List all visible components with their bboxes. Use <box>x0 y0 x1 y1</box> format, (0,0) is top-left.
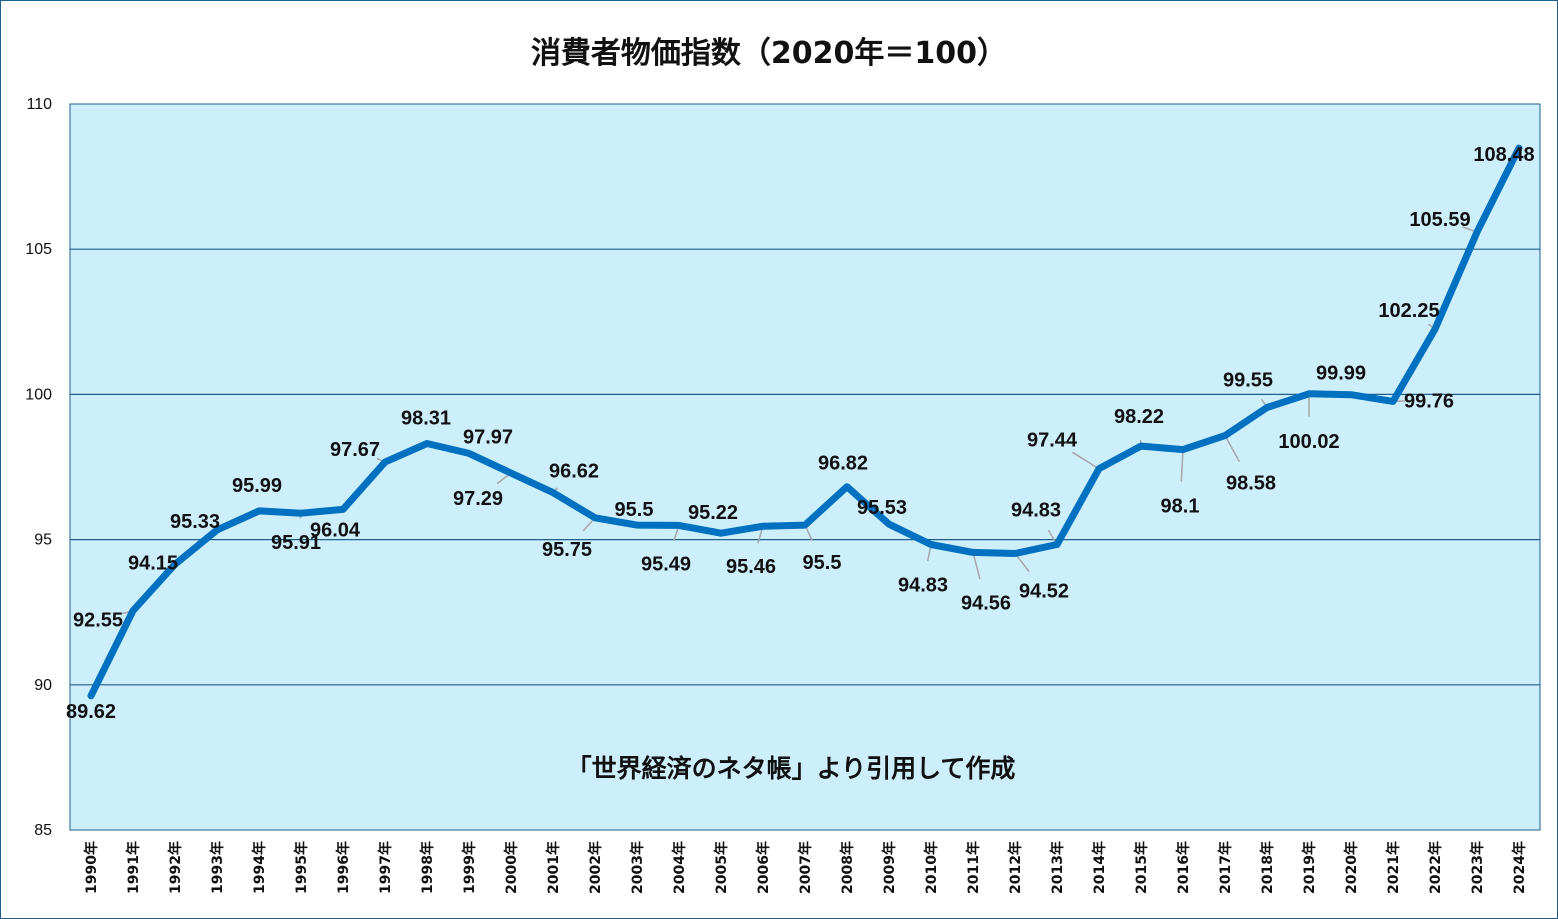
y-axis: 85 90 95 100 105 110 <box>25 96 52 839</box>
y-tick-label: 85 <box>34 822 52 839</box>
data-label: 98.22 <box>1114 406 1164 428</box>
x-tick-label: 1990年 <box>83 841 100 894</box>
y-tick-label: 100 <box>25 386 52 403</box>
x-tick-label: 1993年 <box>209 841 226 894</box>
x-tick-label: 2010年 <box>923 841 940 894</box>
data-label: 94.56 <box>961 592 1011 614</box>
leader-line <box>1072 451 1100 470</box>
data-label: 95.49 <box>641 553 691 575</box>
x-tick-label: 2008年 <box>839 841 856 894</box>
data-label: 95.5 <box>615 499 654 521</box>
y-tick-label: 105 <box>25 241 52 258</box>
x-tick-label: 2009年 <box>881 841 898 894</box>
x-tick-label: 2021年 <box>1385 841 1402 894</box>
y-tick-label: 90 <box>34 677 52 694</box>
data-label: 99.76 <box>1404 390 1454 412</box>
leader-line <box>1224 435 1241 462</box>
x-tick-label: 1992年 <box>167 841 184 894</box>
x-tick-label: 2012年 <box>1007 841 1024 894</box>
data-label: 105.59 <box>1409 209 1470 231</box>
data-label: 96.62 <box>549 461 599 483</box>
leader-line <box>1180 449 1184 482</box>
data-label: 96.04 <box>310 519 361 541</box>
data-label: 98.1 <box>1161 496 1200 518</box>
data-label: 95.46 <box>726 556 776 578</box>
x-tick-label: 2018年 <box>1259 841 1276 894</box>
x-axis: 1990年 1991年 1992年 1993年 1994年 1995年 1996年 1997年… <box>83 841 1528 894</box>
x-tick-label: 1995年 <box>293 841 310 894</box>
y-tick-label: 110 <box>26 96 52 113</box>
data-label: 97.44 <box>1027 430 1078 452</box>
data-label: 89.62 <box>66 701 116 723</box>
data-label: 94.15 <box>128 552 178 574</box>
x-tick-label: 2005年 <box>713 841 730 894</box>
x-tick-label: 2011年 <box>965 841 982 894</box>
data-label: 97.97 <box>463 426 513 448</box>
data-label: 94.52 <box>1019 581 1069 603</box>
x-tick-label: 1997年 <box>377 841 394 894</box>
data-label: 99.55 <box>1223 370 1273 392</box>
x-tick-label: 2015年 <box>1133 841 1150 894</box>
plot-area <box>69 103 1541 831</box>
data-label: 95.5 <box>803 552 842 574</box>
x-tick-label: 1994年 <box>251 841 268 894</box>
x-tick-label: 2006年 <box>755 841 772 894</box>
data-label: 100.02 <box>1278 431 1339 453</box>
x-tick-label: 2003年 <box>629 841 646 894</box>
x-tick-label: 2016年 <box>1175 841 1192 894</box>
x-tick-label: 2019年 <box>1301 841 1318 894</box>
x-tick-label: 1999年 <box>461 841 478 894</box>
data-label: 95.75 <box>542 539 592 561</box>
data-label: 95.22 <box>688 502 738 524</box>
data-label: 95.99 <box>232 475 282 497</box>
data-label: 97.67 <box>330 439 380 461</box>
x-tick-label: 2004年 <box>671 841 688 894</box>
x-tick-label: 2000年 <box>503 841 520 894</box>
x-tick-label: 2020年 <box>1343 841 1360 894</box>
y-tick-label: 95 <box>34 532 52 549</box>
x-tick-label: 1991年 <box>125 841 142 894</box>
leader-line <box>972 552 981 580</box>
data-label: 98.31 <box>401 408 451 430</box>
data-label: 99.99 <box>1316 363 1366 385</box>
data-label: 92.55 <box>73 610 123 632</box>
x-tick-label: 2013年 <box>1049 841 1066 894</box>
gridlines <box>70 248 1540 686</box>
data-label: 102.25 <box>1378 300 1439 322</box>
x-tick-label: 2017年 <box>1217 841 1234 894</box>
x-tick-label: 2002年 <box>587 841 604 894</box>
x-tick-label: 1998年 <box>419 841 436 894</box>
x-tick-label: 2023年 <box>1469 841 1486 894</box>
x-tick-label: 2007年 <box>797 841 814 894</box>
data-label: 95.53 <box>857 497 907 519</box>
x-tick-label: 2022年 <box>1427 841 1444 894</box>
series-line <box>87 144 1523 700</box>
data-label: 94.83 <box>898 575 948 597</box>
x-tick-label: 1996年 <box>335 841 352 894</box>
data-label: 98.58 <box>1226 473 1276 495</box>
data-label: 95.33 <box>170 511 220 533</box>
data-label: 96.82 <box>818 453 868 475</box>
x-tick-label: 2024年 <box>1511 841 1528 894</box>
data-label: 94.83 <box>1011 500 1061 522</box>
chart-title: 消費者物価指数（2020年＝100） <box>531 36 1007 71</box>
data-label: 108.48 <box>1473 144 1534 166</box>
source-annotation: 「世界経済のネタ帳」より引用して作成 <box>567 754 1016 783</box>
data-label: 95.91 <box>271 532 321 554</box>
x-tick-label: 2001年 <box>545 841 562 894</box>
data-label: 97.29 <box>453 488 503 510</box>
x-tick-label: 2014年 <box>1091 841 1108 894</box>
